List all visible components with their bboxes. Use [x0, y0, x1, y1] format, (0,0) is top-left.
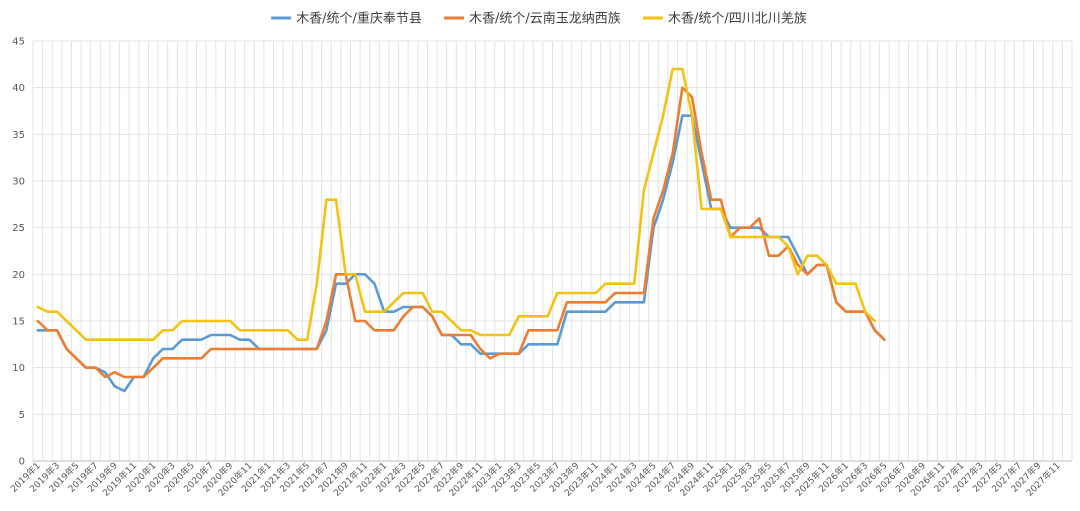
legend-label: 木香/统个/四川北川羌族 — [668, 11, 807, 27]
y-tick-label: 25 — [12, 223, 25, 234]
legend-label: 木香/统个/重庆奉节县 — [296, 11, 422, 27]
series-line — [36, 86, 886, 379]
y-tick-label: 0 — [19, 457, 25, 468]
legend-label: 木香/统个/云南玉龙纳西族 — [469, 11, 621, 27]
y-tick-label: 15 — [12, 317, 25, 328]
y-tick-label: 5 — [19, 410, 25, 421]
y-tick-label: 35 — [12, 130, 25, 141]
series-lines — [36, 67, 886, 393]
y-tick-label: 45 — [12, 37, 25, 48]
axes: 0510152025303540452019年12019年32019年52019… — [8, 37, 1063, 499]
series-line — [36, 114, 886, 393]
y-tick-label: 40 — [12, 83, 25, 94]
grid — [32, 40, 1073, 462]
y-tick-label: 10 — [12, 363, 25, 374]
y-tick-label: 30 — [12, 177, 25, 188]
series-line — [36, 67, 877, 341]
y-tick-label: 20 — [12, 270, 25, 281]
legend: 木香/统个/重庆奉节县 木香/统个/云南玉龙纳西族 木香/统个/四川北川羌族 — [271, 11, 807, 27]
